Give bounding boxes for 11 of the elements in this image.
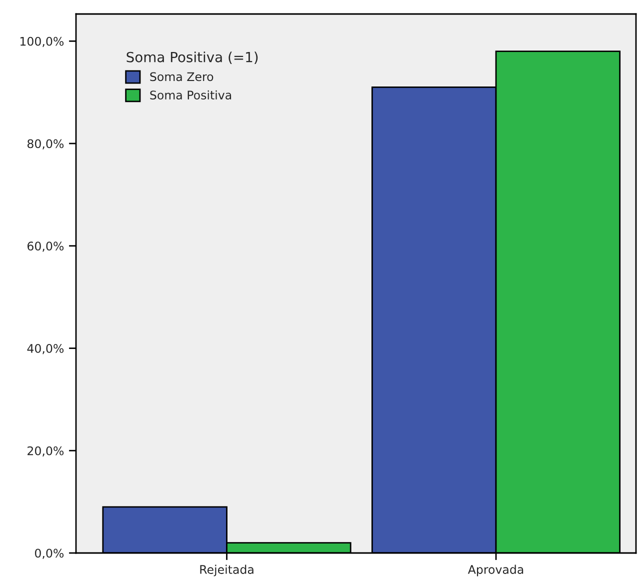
y-tick-label: 80,0% [27,139,64,150]
x-tick-label: Rejeitada [200,564,254,576]
legend-label: Soma Positiva [150,90,232,100]
x-tick-label: Aprovada [468,564,524,576]
y-tick-label: 40,0% [27,344,64,354]
legend-title: Soma Positiva (=1) [126,52,258,64]
y-tick-label: 0,0% [34,548,64,559]
y-tick-label: 100,0% [20,36,64,47]
y-tick-label: 60,0% [28,242,64,252]
legend-label: Soma Zero [150,72,214,82]
y-tick-label: 20,0% [28,446,64,456]
